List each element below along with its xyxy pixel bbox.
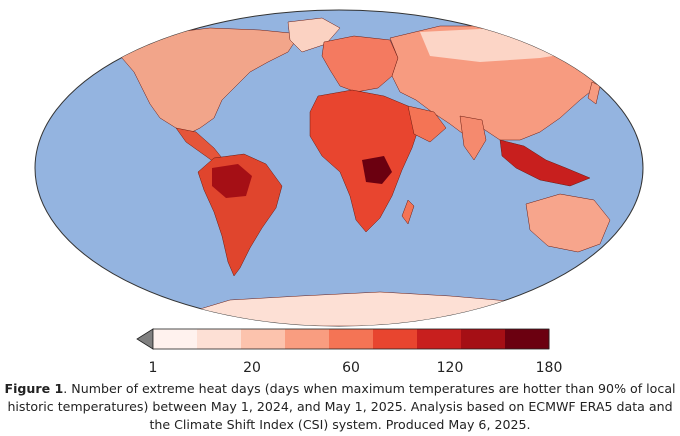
colorbar-tick-label: 1 [149,360,158,376]
colorbar-bin [285,329,330,349]
colorbar-bin [329,329,374,349]
colorbar-bin [153,329,198,349]
colorbar: 1 20 60 120 180 [136,328,563,376]
southeast-asia [499,139,591,187]
central-africa-hotspot [362,156,392,184]
caption-label: Figure 1 [4,381,64,396]
colorbar-under-arrow [136,328,154,350]
caption-text: . Number of extreme heat days (days when… [7,381,676,432]
colorbar-tick-label: 180 [536,360,563,376]
europe [321,35,399,93]
colorbar-bin [505,329,550,349]
figure-caption: Figure 1. Number of extreme heat days (d… [0,380,680,434]
colorbar-bin [197,329,242,349]
colorbar-bin [417,329,462,349]
madagascar [401,199,415,225]
colorbar-border [152,328,550,350]
colorbar-tick-label: 120 [437,360,464,376]
amazon-hotspot [212,164,252,198]
colorbar-tick-label: 20 [243,360,261,376]
australia [525,193,611,253]
colorbar-bin [461,329,506,349]
arabia [407,105,447,143]
colorbar-bin [241,329,286,349]
north-america [119,27,301,135]
colorbar-tick-label: 60 [342,360,360,376]
colorbar-bin [373,329,418,349]
india [459,115,487,161]
